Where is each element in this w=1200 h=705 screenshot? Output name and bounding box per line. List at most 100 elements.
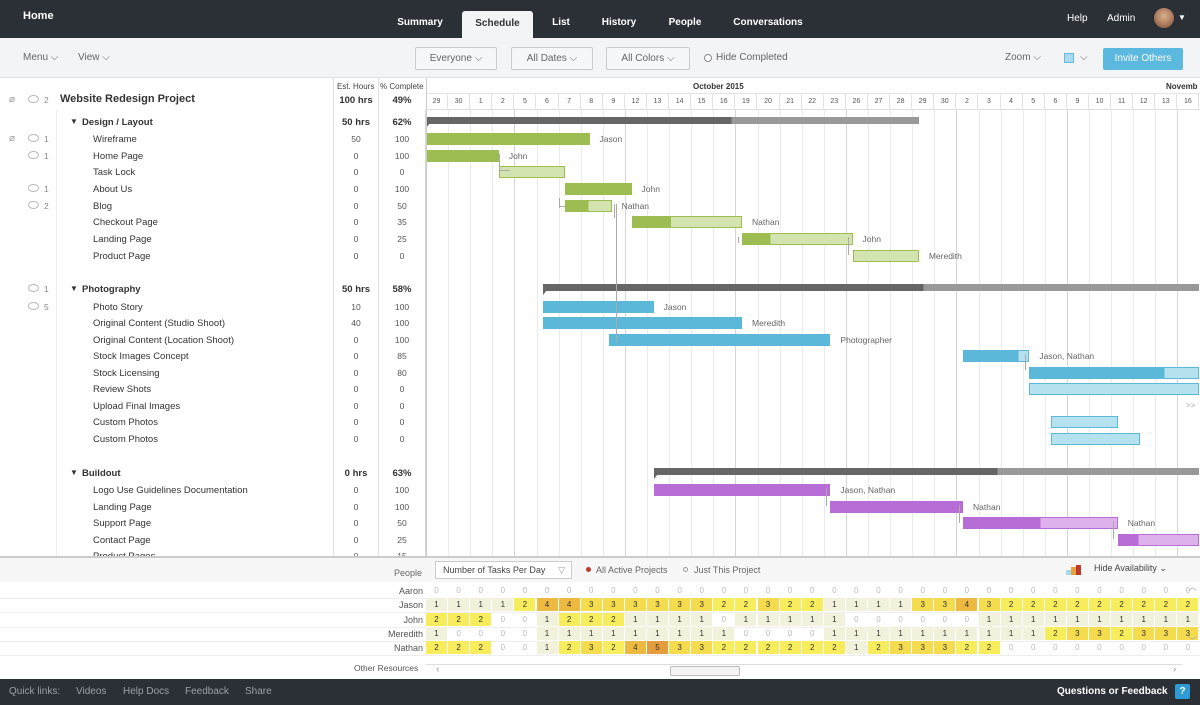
admin-menu[interactable]: Admin — [1107, 13, 1136, 24]
comment-icon[interactable] — [28, 201, 39, 209]
gantt-bar[interactable] — [742, 233, 853, 245]
dates-filter[interactable]: All Dates ⌵ — [511, 47, 593, 70]
task-row[interactable]: Contact Page 0 25 — [0, 532, 426, 549]
scroll-down-icon[interactable]: ﹀ — [1188, 636, 1198, 646]
gantt-bar[interactable] — [543, 301, 654, 313]
scroll-right-icon[interactable]: >> — [1186, 401, 1196, 410]
gantt-bar[interactable] — [852, 250, 919, 262]
scroll-left-icon[interactable]: ‹ — [436, 664, 440, 675]
comment-icon[interactable] — [28, 302, 39, 310]
gantt-bar[interactable] — [565, 183, 632, 195]
workload-cell: 0 — [611, 586, 616, 595]
view-dropdown[interactable]: View ⌵ — [78, 52, 110, 63]
menu-dropdown[interactable]: Menu ⌵ — [23, 52, 58, 63]
comment-icon[interactable] — [28, 151, 39, 159]
task-row[interactable]: Custom Photos 0 0 — [0, 431, 426, 448]
task-row[interactable]: Product Page 0 0 — [0, 248, 426, 265]
comment-icon[interactable] — [28, 95, 39, 103]
task-row[interactable]: Logo Use Guidelines Documentation 0 100 — [0, 482, 426, 499]
colors-filter[interactable]: All Colors ⌵ — [606, 47, 690, 70]
gantt-bar[interactable] — [1029, 383, 1200, 395]
feedback-link[interactable]: Feedback — [185, 686, 229, 697]
day-cell: 6 — [1045, 94, 1067, 110]
horizontal-scrollbar[interactable] — [426, 664, 1182, 677]
gantt-bar[interactable] — [963, 350, 1030, 362]
tab-history[interactable]: History — [601, 17, 637, 28]
group-row[interactable]: ▼ Photography 50 hrs 58% 1 — [0, 281, 426, 298]
tab-list[interactable]: List — [552, 17, 570, 28]
task-row[interactable]: ⌀ 1 Wireframe 50 100 — [0, 131, 426, 148]
tab-summary[interactable]: Summary — [397, 17, 443, 28]
task-row[interactable]: 1 Home Page 0 100 — [0, 148, 426, 165]
scroll-right-icon[interactable]: › — [1173, 664, 1177, 675]
this-project-radio[interactable] — [683, 567, 688, 572]
scrollbar-thumb[interactable] — [670, 666, 740, 676]
gantt-bar[interactable] — [1051, 433, 1140, 445]
help-docs-link[interactable]: Help Docs — [123, 686, 170, 697]
task-row[interactable]: Custom Photos 0 0 — [0, 414, 426, 431]
gantt-bar[interactable] — [963, 517, 1118, 529]
gantt-bar[interactable] — [609, 334, 831, 346]
zoom-dropdown[interactable]: Zoom ⌵ — [1005, 52, 1041, 63]
avatar[interactable] — [1154, 8, 1174, 28]
share-link[interactable]: Share — [245, 686, 272, 697]
task-row[interactable]: Original Content (Studio Shoot) 40 100 — [0, 315, 426, 332]
task-row[interactable]: Stock Licensing 0 80 — [0, 365, 426, 382]
task-row[interactable]: Original Content (Location Shoot) 0 100 — [0, 332, 426, 349]
group-row[interactable]: ▼ Design / Layout 50 hrs 62% — [0, 114, 426, 131]
gantt-bar[interactable] — [830, 501, 964, 513]
task-row[interactable]: Task Lock 0 0 — [0, 164, 426, 181]
color-picker-swatch[interactable] — [1064, 53, 1074, 63]
task-row[interactable]: Landing Page 0 25 — [0, 231, 426, 248]
group-name: Design / Layout — [82, 117, 153, 128]
gantt-bar[interactable] — [426, 150, 499, 162]
gantt-bar[interactable] — [1117, 534, 1200, 546]
everyone-filter[interactable]: Everyone ⌵ — [415, 47, 497, 70]
attachment-icon[interactable]: ⌀ — [9, 133, 16, 144]
task-row[interactable]: Stock Images Concept 0 85 — [0, 348, 426, 365]
questions-feedback-link[interactable]: Questions or Feedback — [1057, 686, 1168, 697]
gantt-bar[interactable] — [653, 484, 831, 496]
attachment-icon[interactable]: ⌀ — [9, 94, 16, 105]
task-row[interactable]: Upload Final Images 0 0 — [0, 398, 426, 415]
help-link[interactable]: Help — [1067, 13, 1088, 24]
gantt-bar[interactable] — [498, 166, 566, 178]
task-row[interactable]: Support Page 0 50 — [0, 515, 426, 532]
task-row[interactable]: 2 Blog 0 50 — [0, 198, 426, 215]
collapse-caret-icon[interactable]: ▼ — [70, 117, 78, 126]
gantt-bar[interactable] — [1051, 416, 1118, 428]
hide-availability-toggle[interactable]: Hide Availability ⌄ — [1094, 563, 1167, 574]
invite-others-button[interactable]: Invite Others — [1103, 48, 1183, 70]
workload-metric-select[interactable]: Number of Tasks Per Day ▽ — [435, 561, 572, 579]
chevron-down-icon[interactable]: ⌵ — [1080, 52, 1088, 63]
task-row[interactable]: Review Shots 0 0 — [0, 381, 426, 398]
tab-conversations[interactable]: Conversations — [733, 17, 803, 28]
gantt-bar[interactable] — [631, 216, 743, 228]
project-row[interactable]: ⌀ 2 Website Redesign Project 100 hrs 49% — [0, 92, 426, 109]
home-link[interactable]: Home — [23, 10, 54, 22]
collapse-caret-icon[interactable]: ▼ — [70, 284, 78, 293]
scroll-up-icon[interactable]: ︿ — [1188, 582, 1198, 592]
gantt-bar[interactable] — [543, 317, 743, 329]
hide-completed-checkbox[interactable] — [704, 54, 712, 62]
quick-links-label: Quick links: — [9, 686, 61, 697]
gantt-bar[interactable] — [1029, 367, 1200, 379]
task-row[interactable]: Landing Page 0 100 — [0, 499, 426, 516]
comment-icon[interactable] — [28, 284, 39, 292]
task-row[interactable]: 5 Photo Story 10 100 — [0, 299, 426, 316]
gantt-bar[interactable] — [426, 133, 590, 145]
tab-schedule[interactable]: Schedule — [462, 11, 533, 39]
collapse-caret-icon[interactable]: ▼ — [70, 468, 78, 477]
group-row[interactable]: ▼ Buildout 0 hrs 63% — [0, 465, 426, 482]
chevron-down-icon[interactable]: ▼ — [1178, 13, 1186, 22]
comment-icon[interactable] — [28, 134, 39, 142]
tab-people[interactable]: People — [668, 17, 702, 28]
task-row[interactable]: 1 About Us 0 100 — [0, 181, 426, 198]
help-icon[interactable]: ? — [1175, 684, 1190, 699]
comment-icon[interactable] — [28, 184, 39, 192]
gantt-bar[interactable] — [565, 200, 612, 212]
grid-line — [735, 110, 737, 556]
videos-link[interactable]: Videos — [76, 686, 107, 697]
task-row[interactable]: Checkout Page 0 35 — [0, 214, 426, 231]
all-projects-radio[interactable] — [586, 567, 591, 572]
